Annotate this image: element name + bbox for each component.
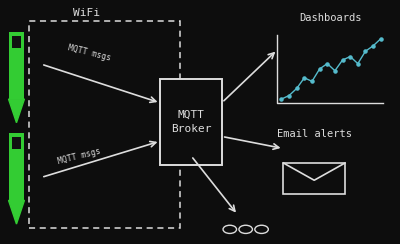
FancyBboxPatch shape: [160, 79, 222, 165]
FancyBboxPatch shape: [12, 137, 21, 149]
Polygon shape: [8, 99, 24, 123]
Point: [316, 67, 323, 71]
FancyBboxPatch shape: [8, 31, 24, 99]
Point: [332, 69, 338, 73]
FancyBboxPatch shape: [8, 133, 24, 200]
Polygon shape: [8, 200, 24, 224]
Text: MQTT msgs: MQTT msgs: [57, 147, 102, 166]
Point: [362, 49, 369, 53]
Point: [294, 86, 300, 90]
Point: [370, 44, 376, 48]
Point: [286, 94, 292, 98]
Point: [324, 62, 330, 66]
Text: WiFi: WiFi: [73, 8, 100, 18]
Text: MQTT msgs: MQTT msgs: [67, 43, 112, 62]
Text: Email alerts: Email alerts: [277, 129, 352, 139]
Point: [347, 55, 353, 59]
Point: [278, 97, 285, 101]
Point: [339, 58, 346, 62]
FancyBboxPatch shape: [12, 36, 21, 48]
Text: Dashboards: Dashboards: [299, 13, 361, 23]
Point: [301, 76, 308, 80]
Point: [378, 37, 384, 41]
FancyBboxPatch shape: [284, 163, 345, 194]
Point: [355, 62, 361, 66]
Text: MQTT
Broker: MQTT Broker: [171, 110, 211, 134]
Point: [309, 79, 315, 83]
